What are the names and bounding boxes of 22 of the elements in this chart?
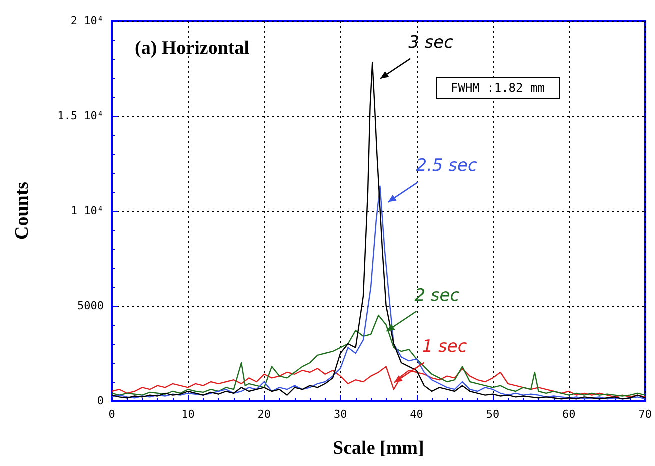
line-series — [111, 366, 646, 398]
annotation: FWHM :1.82 mm — [436, 77, 560, 99]
text: 2 sec — [414, 286, 460, 306]
y-tick-label: 0 — [97, 394, 104, 408]
series-label: 1 sec — [422, 336, 468, 357]
line-series — [111, 314, 646, 397]
y-tick-label: 1.5 10⁴ — [58, 110, 104, 122]
x-tick-label: 50 — [486, 408, 500, 421]
text: 2.5 sec — [416, 156, 478, 176]
x-tick-label: 30 — [334, 408, 348, 421]
y-tick-label: 2 10⁴ — [70, 14, 104, 28]
x-tick-label: 10 — [182, 408, 195, 421]
x-tick-label: 60 — [562, 408, 576, 421]
x-tick-label: 70 — [638, 408, 652, 421]
x-tick-label: 40 — [410, 408, 424, 421]
x-axis-title: Scale [mm] — [333, 438, 424, 459]
text: (a) Horizontal — [135, 38, 250, 59]
x-tick-label: 0 — [108, 408, 116, 421]
y-tick-label: 5000 — [78, 300, 104, 312]
x-tick-label: 20 — [258, 408, 272, 421]
y-axis-title: Counts — [12, 182, 33, 240]
y-tick-label: 1 10⁴ — [70, 204, 104, 218]
